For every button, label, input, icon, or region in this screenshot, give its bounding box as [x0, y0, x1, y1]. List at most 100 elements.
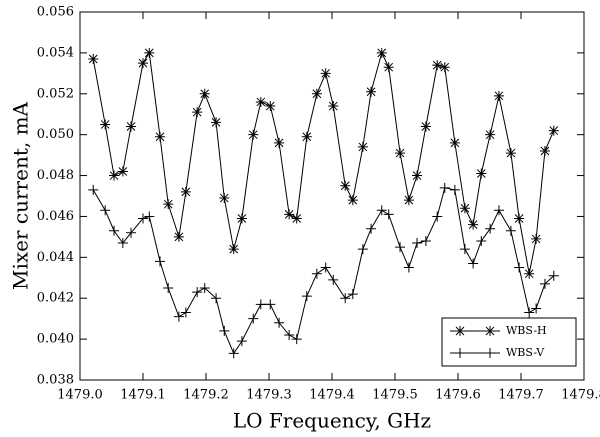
marker	[539, 146, 550, 157]
marker	[432, 211, 443, 222]
marker	[248, 129, 259, 140]
marker	[163, 199, 174, 210]
marker	[274, 137, 285, 148]
marker	[228, 348, 239, 359]
marker	[173, 311, 184, 322]
marker	[347, 195, 358, 206]
legend: WBS-H WBS-V	[441, 317, 577, 367]
y-tick-label: 0.042	[37, 291, 74, 306]
marker	[432, 60, 443, 71]
marker	[274, 317, 285, 328]
y-tick-label: 0.038	[37, 373, 74, 388]
marker	[412, 170, 423, 181]
marker	[395, 242, 406, 253]
marker	[505, 225, 516, 236]
marker	[459, 203, 470, 214]
marker	[173, 231, 184, 242]
legend-label: WBS-V	[506, 346, 545, 359]
marker	[199, 283, 210, 293]
marker	[449, 184, 460, 195]
marker	[284, 330, 295, 341]
x-tick-label: 1479.6	[435, 388, 481, 403]
marker	[357, 141, 368, 152]
marker	[347, 289, 358, 300]
marker	[138, 58, 148, 69]
marker	[514, 213, 525, 224]
legend-label: WBS-H	[506, 324, 547, 337]
marker	[138, 213, 148, 224]
legend-marker	[455, 348, 465, 358]
marker	[265, 101, 276, 112]
marker	[548, 270, 559, 281]
marker	[311, 88, 322, 99]
marker	[100, 119, 111, 130]
x-tick-label: 1479.2	[183, 388, 229, 403]
marker	[236, 336, 247, 347]
marker	[228, 244, 239, 255]
marker	[199, 88, 210, 99]
marker	[126, 227, 137, 238]
marker	[449, 137, 460, 148]
marker	[476, 235, 487, 246]
marker	[366, 86, 377, 97]
marker	[301, 291, 312, 302]
marker	[420, 121, 431, 132]
marker	[155, 256, 166, 267]
marker	[439, 62, 450, 73]
marker	[265, 299, 276, 310]
marker	[100, 205, 111, 216]
marker	[328, 101, 339, 112]
marker	[109, 170, 120, 181]
marker	[284, 209, 295, 220]
marker	[412, 238, 423, 249]
y-tick-label: 0.054	[37, 45, 74, 60]
marker	[357, 244, 368, 255]
marker	[88, 184, 99, 195]
marker	[514, 262, 525, 273]
marker	[236, 213, 247, 224]
y-tick-label: 0.052	[37, 86, 74, 101]
marker	[88, 54, 99, 65]
marker	[493, 205, 504, 216]
marker	[219, 193, 230, 204]
marker	[476, 168, 487, 179]
marker	[383, 62, 394, 73]
marker	[485, 129, 496, 140]
marker	[548, 125, 559, 136]
marker	[109, 225, 120, 236]
y-tick-label: 0.044	[37, 250, 74, 265]
marker	[320, 262, 331, 273]
marker	[255, 299, 266, 310]
marker	[320, 68, 331, 79]
x-tick-label: 1479.3	[246, 388, 292, 403]
marker	[395, 148, 406, 159]
marker	[291, 334, 302, 345]
marker	[117, 238, 128, 249]
marker	[291, 213, 302, 224]
x-tick-label: 1479.4	[309, 388, 355, 403]
marker	[524, 268, 535, 279]
marker	[211, 117, 222, 128]
marker	[539, 278, 550, 289]
marker	[192, 107, 203, 118]
marker	[180, 307, 191, 318]
y-tick-label: 0.046	[37, 209, 74, 224]
y-tick-label: 0.056	[37, 5, 74, 20]
x-tick-label: 1479.8	[561, 388, 600, 403]
marker	[383, 209, 394, 220]
marker	[311, 268, 322, 279]
marker	[376, 205, 387, 216]
marker	[144, 47, 155, 58]
marker	[301, 131, 312, 142]
marker	[403, 262, 414, 273]
marker	[155, 131, 166, 142]
x-axis-title: LO Frequency, GHz	[233, 409, 431, 433]
marker	[180, 186, 191, 197]
marker	[328, 274, 339, 285]
marker	[376, 47, 387, 58]
marker	[531, 233, 542, 244]
x-tick-label: 1479.1	[120, 388, 166, 403]
marker	[468, 258, 479, 269]
